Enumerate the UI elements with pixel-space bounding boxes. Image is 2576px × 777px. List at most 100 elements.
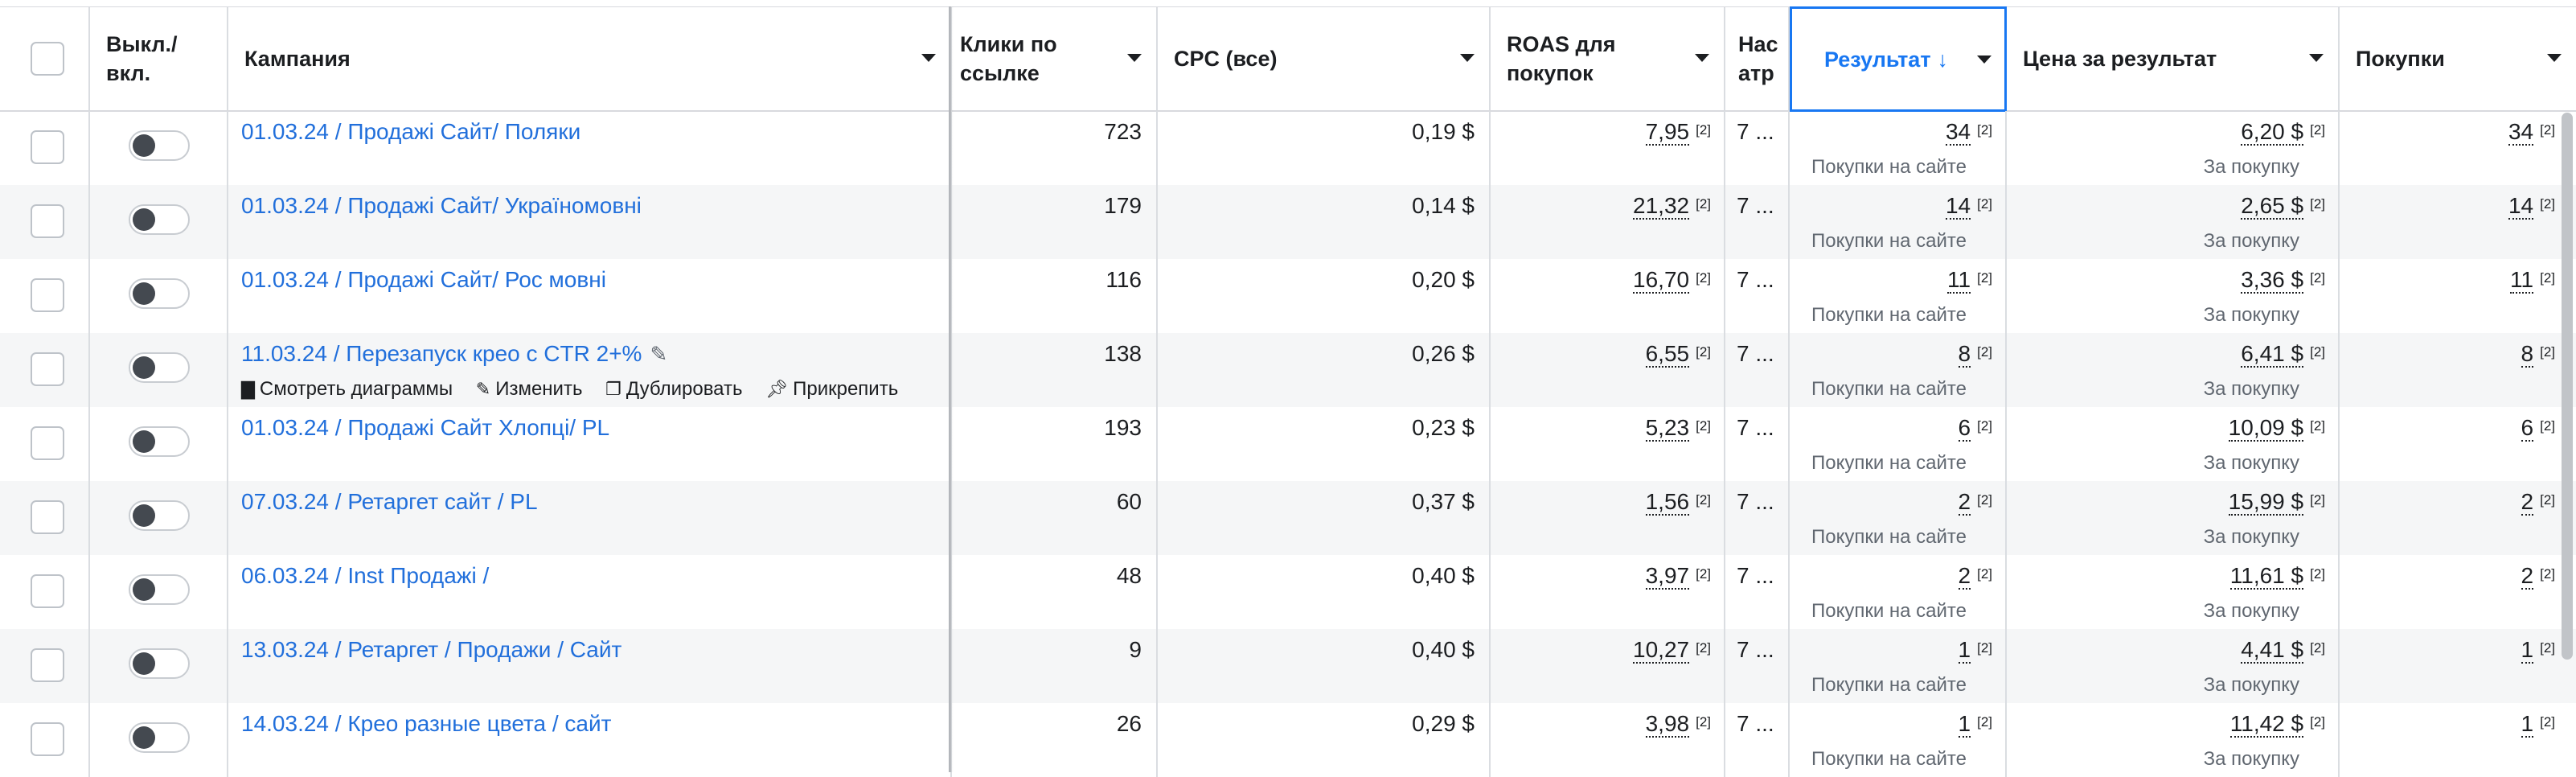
cost-value[interactable]: 3,36 $ [2] xyxy=(2241,267,2325,294)
caret-down-icon[interactable] xyxy=(1460,54,1475,62)
header-campaign[interactable]: Кампания xyxy=(228,7,952,110)
campaign-name[interactable]: 06.03.24 / Inst Продажі / xyxy=(241,563,490,588)
pencil-icon[interactable]: ✎ xyxy=(650,342,668,366)
purchases-value[interactable]: 8 [2] xyxy=(2521,341,2555,368)
purchases-value[interactable]: 1 [2] xyxy=(2521,637,2555,664)
header-roas[interactable]: ROAS для покупок xyxy=(1491,7,1725,110)
roas-value[interactable]: 6,55 [2] xyxy=(1645,341,1711,368)
campaign-toggle[interactable] xyxy=(129,352,190,383)
table-row[interactable]: 14.03.24 / Крео разные цвета / сайт 26 0… xyxy=(0,703,2576,777)
roas-value[interactable]: 5,23 [2] xyxy=(1645,415,1711,442)
campaign-name[interactable]: 07.03.24 / Ретаргет сайт / PL xyxy=(241,489,538,514)
roas-value[interactable]: 7,95 [2] xyxy=(1645,119,1711,146)
campaign-link[interactable]: 01.03.24 / Продажі Сайт/ Рос мовні xyxy=(241,267,606,293)
cost-value[interactable]: 4,41 $ [2] xyxy=(2241,637,2325,664)
roas-value[interactable]: 21,32 [2] xyxy=(1633,193,1711,220)
result-value[interactable]: 34 [2] xyxy=(1945,119,1992,146)
result-value[interactable]: 2 [2] xyxy=(1958,563,1992,590)
purchases-value[interactable]: 2 [2] xyxy=(2521,489,2555,516)
campaign-link[interactable]: 13.03.24 / Ретаргет / Продажи / Сайт xyxy=(241,637,621,663)
result-value[interactable]: 6 [2] xyxy=(1958,415,1992,442)
campaign-name[interactable]: 14.03.24 / Крео разные цвета / сайт xyxy=(241,711,612,736)
table-row[interactable]: 13.03.24 / Ретаргет / Продажи / Сайт 9 0… xyxy=(0,629,2576,703)
row-checkbox[interactable] xyxy=(31,130,64,164)
row-checkbox[interactable] xyxy=(31,426,64,460)
purchases-value[interactable]: 2 [2] xyxy=(2521,563,2555,590)
campaign-link[interactable]: 01.03.24 / Продажі Сайт/ Поляки xyxy=(241,119,580,145)
row-checkbox[interactable] xyxy=(31,574,64,608)
caret-down-icon[interactable] xyxy=(2547,54,2562,62)
cost-value[interactable]: 11,61 $ [2] xyxy=(2229,563,2325,590)
vertical-scrollbar[interactable] xyxy=(2562,113,2573,660)
campaign-toggle[interactable] xyxy=(129,574,190,605)
table-row[interactable]: 07.03.24 / Ретаргет сайт / PL 60 0,37 $ … xyxy=(0,481,2576,555)
purchases-value[interactable]: 6 [2] xyxy=(2521,415,2555,442)
campaign-toggle[interactable] xyxy=(129,130,190,161)
pin-action[interactable]: 📌︎ Прикрепить xyxy=(765,378,898,400)
campaign-link[interactable]: 01.03.24 / Продажі Сайт Хлопці/ PL xyxy=(241,415,609,441)
result-value[interactable]: 1 [2] xyxy=(1958,637,1992,664)
table-row[interactable]: 01.03.24 / Продажі Сайт/ Рос мовні 116 0… xyxy=(0,259,2576,333)
row-checkbox[interactable] xyxy=(31,648,64,682)
row-checkbox[interactable] xyxy=(31,722,64,756)
campaign-name[interactable]: 11.03.24 / Перезапуск крео с CTR 2+% xyxy=(241,341,642,366)
campaign-toggle[interactable] xyxy=(129,278,190,309)
roas-value[interactable]: 10,27 [2] xyxy=(1633,637,1711,664)
header-result[interactable]: Результат ↓ xyxy=(1790,6,2007,112)
row-checkbox[interactable] xyxy=(31,500,64,534)
roas-value[interactable]: 3,97 [2] xyxy=(1645,563,1711,590)
campaign-link[interactable]: 06.03.24 / Inst Продажі / xyxy=(241,563,489,589)
campaign-toggle[interactable] xyxy=(129,722,190,753)
campaign-link[interactable]: 11.03.24 / Перезапуск крео с CTR 2+% ✎ xyxy=(241,341,667,367)
campaign-toggle[interactable] xyxy=(129,648,190,679)
caret-down-icon[interactable] xyxy=(2309,54,2324,62)
campaign-name[interactable]: 13.03.24 / Ретаргет / Продажи / Сайт xyxy=(241,637,622,662)
edit-action[interactable]: ✎ Изменить xyxy=(476,378,583,400)
header-toggle[interactable]: Выкл./ вкл. xyxy=(90,7,228,110)
header-purchases[interactable]: Покупки xyxy=(2340,7,2576,110)
campaign-toggle[interactable] xyxy=(129,426,190,457)
table-row[interactable]: 06.03.24 / Inst Продажі / 48 0,40 $ 3,97… xyxy=(0,555,2576,629)
result-value[interactable]: 8 [2] xyxy=(1958,341,1992,368)
row-checkbox[interactable] xyxy=(31,278,64,312)
header-clicks[interactable]: Клики по ссылке xyxy=(952,7,1158,110)
duplicate-action[interactable]: ❐ Дублировать xyxy=(605,378,742,400)
cost-value[interactable]: 2,65 $ [2] xyxy=(2241,193,2325,220)
select-all-checkbox[interactable] xyxy=(31,42,64,76)
row-checkbox[interactable] xyxy=(31,352,64,386)
campaign-name[interactable]: 01.03.24 / Продажі Сайт/ Рос мовні xyxy=(241,267,606,292)
table-row[interactable]: 11.03.24 / Перезапуск крео с CTR 2+% ✎ ▇ С… xyxy=(0,333,2576,407)
cost-value[interactable]: 6,41 $ [2] xyxy=(2241,341,2325,368)
roas-value[interactable]: 3,98 [2] xyxy=(1645,711,1711,738)
campaign-link[interactable]: 07.03.24 / Ретаргет сайт / PL xyxy=(241,489,538,515)
cost-value[interactable]: 11,42 $ [2] xyxy=(2229,711,2325,738)
purchases-value[interactable]: 14 [2] xyxy=(2508,193,2555,220)
campaign-toggle[interactable] xyxy=(129,500,190,531)
header-cpc[interactable]: CPC (все) xyxy=(1158,7,1491,110)
campaign-name[interactable]: 01.03.24 / Продажі Сайт Хлопці/ PL xyxy=(241,415,610,440)
view-charts-action[interactable]: ▇ Смотреть диаграммы xyxy=(241,378,453,400)
result-value[interactable]: 11 [2] xyxy=(1947,267,1992,294)
header-cost-per-result[interactable]: Цена за результат xyxy=(2007,7,2340,110)
roas-value[interactable]: 1,56 [2] xyxy=(1645,489,1711,516)
caret-down-icon[interactable] xyxy=(921,54,936,62)
cost-value[interactable]: 6,20 $ [2] xyxy=(2241,119,2325,146)
result-value[interactable]: 2 [2] xyxy=(1958,489,1992,516)
cost-value[interactable]: 10,09 $ [2] xyxy=(2228,415,2325,442)
row-checkbox[interactable] xyxy=(31,204,64,238)
caret-down-icon[interactable] xyxy=(1977,56,1991,64)
table-row[interactable]: 01.03.24 / Продажі Сайт Хлопці/ PL 193 0… xyxy=(0,407,2576,481)
result-value[interactable]: 1 [2] xyxy=(1958,711,1992,738)
cost-value[interactable]: 15,99 $ [2] xyxy=(2228,489,2325,516)
result-value[interactable]: 14 [2] xyxy=(1945,193,1992,220)
table-row[interactable]: 01.03.24 / Продажі Сайт/ Україномовні 17… xyxy=(0,185,2576,259)
caret-down-icon[interactable] xyxy=(1695,54,1709,62)
roas-value[interactable]: 16,70 [2] xyxy=(1633,267,1711,294)
table-row[interactable]: 01.03.24 / Продажі Сайт/ Поляки 723 0,19… xyxy=(0,111,2576,185)
purchases-value[interactable]: 1 [2] xyxy=(2521,711,2555,738)
campaign-link[interactable]: 01.03.24 / Продажі Сайт/ Україномовні xyxy=(241,193,642,219)
campaign-toggle[interactable] xyxy=(129,204,190,235)
purchases-value[interactable]: 34 [2] xyxy=(2508,119,2555,146)
campaign-name[interactable]: 01.03.24 / Продажі Сайт/ Поляки xyxy=(241,119,581,144)
caret-down-icon[interactable] xyxy=(1127,54,1142,62)
